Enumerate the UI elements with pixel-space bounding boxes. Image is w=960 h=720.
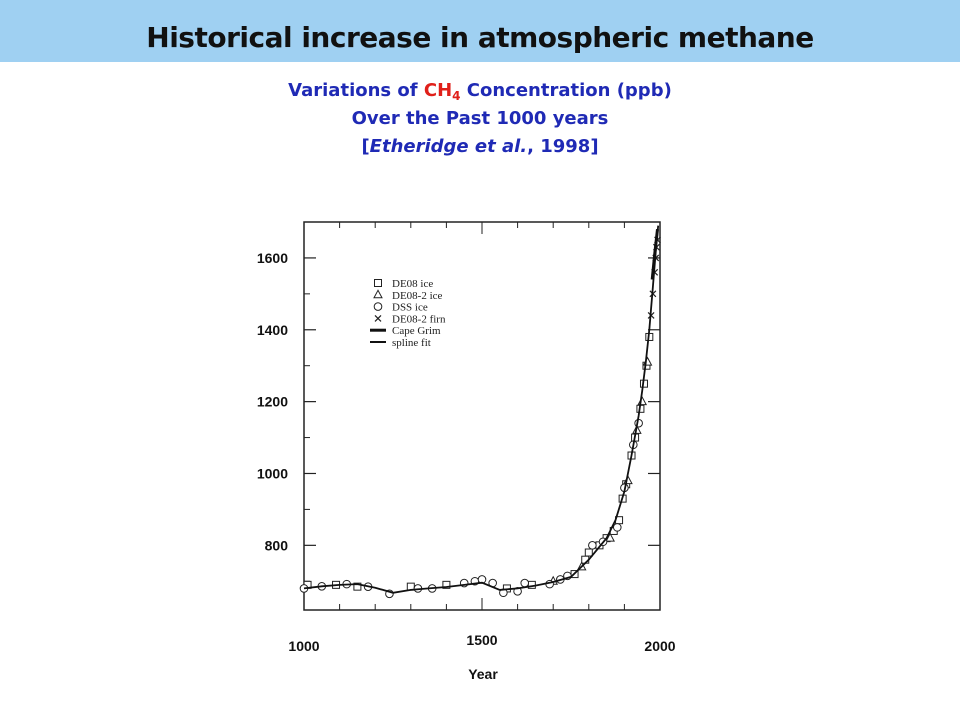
methane-formula: CH4: [423, 80, 461, 103]
x-tick-label-1000: 1000: [288, 638, 319, 654]
data-point: [353, 582, 362, 591]
citation-authors: Etheridge et al.: [369, 136, 528, 157]
legend-item: Cape Grim: [370, 325, 441, 337]
series-spline-fit: [303, 225, 660, 594]
citation-close: , 1998]: [527, 136, 599, 157]
data-point: [442, 580, 451, 589]
series-layer: [299, 225, 661, 599]
legend-label: DE08-2 ice: [392, 290, 443, 302]
y-tick-label-1000: 1000: [257, 465, 288, 481]
legend-item: DSS ice: [373, 302, 428, 314]
x-tick-label-1500: 1500: [466, 632, 497, 648]
data-point: [588, 541, 597, 550]
legend-item: DE08 ice: [374, 278, 433, 290]
plot-frame: [303, 221, 661, 611]
data-point: [637, 396, 648, 406]
x-axis-label: Year: [468, 666, 498, 682]
legend-label: DE08 ice: [392, 278, 433, 290]
page-title: Historical increase in atmospheric metha…: [146, 21, 814, 54]
series-de08-ice: [303, 332, 654, 593]
legend-label: Cape Grim: [392, 325, 441, 337]
x-stroke: [374, 314, 382, 322]
plot-border: [303, 221, 661, 611]
legend-label: DSS ice: [392, 302, 428, 314]
x-tick-label-2000: 2000: [644, 638, 675, 654]
data-point: [612, 523, 622, 532]
axis-labels: 800 1000 1200 1400 1600 1000 1500 2000 Year: [257, 250, 676, 682]
y-tick-label-800: 800: [265, 537, 289, 553]
series-line: [303, 225, 660, 594]
caption-line-2: Over the Past 1000 years: [351, 108, 609, 129]
legend-item: spline fit: [370, 337, 431, 349]
formula-text: CH: [423, 80, 453, 101]
legend-label: DE08-2 firn: [392, 313, 446, 325]
y-tick-label-1600: 1600: [257, 250, 288, 266]
data-point: [374, 279, 382, 287]
data-point: [374, 314, 382, 322]
axis-ticks: [303, 221, 661, 610]
caption-line-1: Variations of CH4 Concentration (ppb): [0, 80, 960, 103]
data-point: [373, 289, 383, 299]
legend-label: spline fit: [392, 337, 431, 349]
series-de08-2-ice: [548, 356, 653, 585]
y-tick-label-1400: 1400: [257, 322, 288, 338]
y-tick-label-1200: 1200: [257, 394, 288, 410]
formula-subscript: 4: [452, 89, 461, 103]
caption-line-3: [Etheridge et al., 1998]: [0, 136, 960, 157]
citation-open: [: [361, 136, 370, 157]
data-point: [373, 302, 383, 311]
data-point: [605, 532, 615, 542]
caption-prefix: Variations of: [288, 80, 424, 101]
caption-suffix: Concentration (ppb): [460, 80, 672, 101]
series-dss-ice: [299, 418, 643, 599]
data-point: [520, 578, 530, 588]
data-point: [584, 548, 593, 557]
title-bar: Historical increase in atmospheric metha…: [0, 0, 960, 62]
legend-item: DE08-2 ice: [373, 289, 443, 302]
legend-item: DE08-2 firn: [374, 313, 446, 325]
